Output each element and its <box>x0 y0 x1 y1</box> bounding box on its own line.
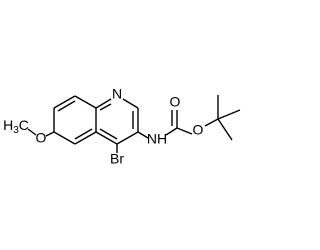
atom-label: N <box>112 86 122 102</box>
structure: N Br NH O O O H3C <box>3 86 241 167</box>
atom-label: NH <box>147 131 167 147</box>
atom-label-part: H <box>3 117 13 133</box>
atom-label: O <box>170 94 181 110</box>
atom-label: H3C <box>3 117 29 136</box>
atom-label: O <box>193 122 204 138</box>
atom-label: O <box>36 130 47 146</box>
bonds <box>27 95 241 153</box>
atom-label-part: 3 <box>13 125 19 136</box>
atom-label: Br <box>110 151 124 167</box>
atom-label-part: C <box>19 117 29 133</box>
